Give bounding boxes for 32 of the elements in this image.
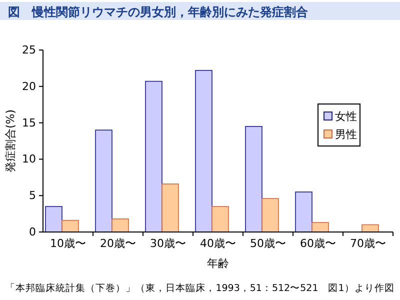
- bar: [195, 70, 212, 232]
- y-tick-label: 15: [22, 116, 36, 130]
- y-tick-label: 0: [29, 226, 36, 239]
- legend-label: 女性: [335, 110, 357, 123]
- bar: [162, 184, 179, 232]
- bar: [145, 80, 162, 232]
- bar: [362, 224, 379, 232]
- x-tick-label: 70歳〜: [350, 236, 386, 250]
- y-axis-title: 発症割合(%): [4, 109, 17, 173]
- bar: [295, 192, 312, 232]
- x-tick-label: 10歳〜: [50, 236, 86, 250]
- x-tick-label: 60歳〜: [300, 236, 336, 250]
- y-tick-label: 25: [22, 44, 36, 57]
- y-tick-label: 20: [22, 80, 36, 93]
- bar: [262, 198, 279, 232]
- x-tick-label: 30歳〜: [150, 236, 186, 250]
- bar: [112, 218, 129, 232]
- bar: [312, 222, 329, 232]
- bar: [245, 126, 262, 232]
- bar: [45, 206, 62, 232]
- x-tick-label: 20歳〜: [100, 236, 136, 250]
- bar: [212, 206, 229, 232]
- y-tick-label: 10: [22, 152, 36, 166]
- text: 「本邦臨床統計集（下巻）」（東，日本臨床，1993，51：512〜521 図1）より作図: [6, 282, 394, 294]
- y-tick-label: 5: [29, 189, 36, 202]
- x-tick-label: 40歳〜: [200, 236, 236, 250]
- x-axis-title: 年齢: [207, 257, 229, 270]
- bar: [62, 220, 79, 232]
- bar: [95, 130, 112, 232]
- x-tick-label: 50歳〜: [250, 236, 286, 250]
- chart-title: 図 慢性関節リウマチの男女別，年齢別にみた発症割合: [8, 5, 309, 19]
- legend-label: 男性: [335, 128, 357, 141]
